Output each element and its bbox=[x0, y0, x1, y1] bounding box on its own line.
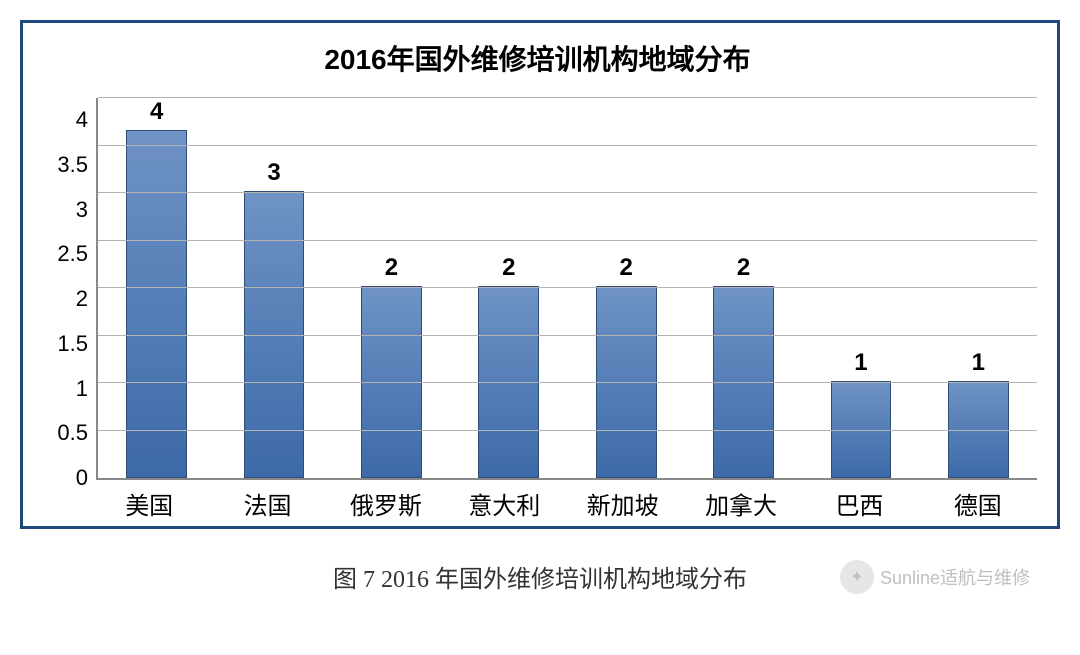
bar bbox=[126, 130, 187, 478]
y-tick: 1.5 bbox=[57, 333, 88, 355]
x-axis: 美国法国俄罗斯意大利新加坡加拿大巴西德国 bbox=[38, 480, 1037, 521]
x-label: 意大利 bbox=[445, 486, 563, 521]
grid-line bbox=[98, 335, 1037, 336]
x-label: 加拿大 bbox=[682, 486, 800, 521]
x-label: 法国 bbox=[208, 486, 326, 521]
plot-row: 43.532.521.510.50 43222211 bbox=[38, 98, 1037, 480]
x-label: 俄罗斯 bbox=[327, 486, 445, 521]
bar-value-label: 4 bbox=[150, 98, 163, 126]
bar-value-label: 2 bbox=[737, 254, 750, 282]
x-labels: 美国法国俄罗斯意大利新加坡加拿大巴西德国 bbox=[90, 480, 1037, 521]
bar-value-label: 2 bbox=[620, 254, 633, 282]
grid-line bbox=[98, 430, 1037, 431]
y-tick: 0 bbox=[76, 467, 88, 489]
grid-line bbox=[98, 382, 1037, 383]
watermark: ✦ Sunline适航与维修 bbox=[840, 560, 1030, 594]
chart-title: 2016年国外维修培训机构地域分布 bbox=[38, 38, 1037, 78]
y-tick: 2 bbox=[76, 288, 88, 310]
bar-value-label: 2 bbox=[385, 254, 398, 282]
y-tick: 3.5 bbox=[57, 154, 88, 176]
y-tick: 0.5 bbox=[57, 422, 88, 444]
y-axis: 43.532.521.510.50 bbox=[38, 98, 96, 478]
bar-value-label: 1 bbox=[972, 349, 985, 377]
grid-line bbox=[98, 240, 1037, 241]
y-tick: 1 bbox=[76, 378, 88, 400]
wechat-icon: ✦ bbox=[840, 560, 874, 594]
chart-container: 2016年国外维修培训机构地域分布 4 3.5 3 2.5 2 1.5 1 0.5 0 4 3 2 2… bbox=[20, 20, 1060, 529]
grid-line bbox=[98, 192, 1037, 193]
bar-slot: 3 bbox=[215, 98, 332, 478]
bars-container: 4 3 2 2 2 2 1 1 bbox=[98, 98, 1037, 478]
grid-line bbox=[98, 97, 1037, 98]
bar-slot: 2 bbox=[685, 98, 802, 478]
grid-line bbox=[98, 287, 1037, 288]
bar-slot: 1 bbox=[802, 98, 919, 478]
bar-value-label: 2 bbox=[502, 254, 515, 282]
bar-slot: 2 bbox=[568, 98, 685, 478]
x-label: 新加坡 bbox=[564, 486, 682, 521]
plot-area: 4 3 2 2 2 2 1 1 bbox=[96, 98, 1037, 480]
x-label: 美国 bbox=[90, 486, 208, 521]
bar-value-label: 3 bbox=[267, 159, 280, 187]
grid-line bbox=[98, 145, 1037, 146]
figure-caption: 图 7 2016 年国外维修培训机构地域分布 bbox=[333, 567, 747, 593]
bar-slot: 4 bbox=[98, 98, 215, 478]
x-label: 德国 bbox=[919, 486, 1037, 521]
y-tick: 2.5 bbox=[57, 243, 88, 265]
y-tick: 4 bbox=[76, 109, 88, 131]
watermark-text: Sunline适航与维修 bbox=[880, 564, 1030, 590]
y-tick: 3 bbox=[76, 199, 88, 221]
bar-slot: 1 bbox=[920, 98, 1037, 478]
caption-row: 图 7 2016 年国外维修培训机构地域分布 ✦ Sunline适航与维修 bbox=[20, 559, 1060, 594]
bar-value-label: 1 bbox=[854, 349, 867, 377]
x-label: 巴西 bbox=[800, 486, 918, 521]
bar-slot: 2 bbox=[333, 98, 450, 478]
bar-slot: 2 bbox=[450, 98, 567, 478]
